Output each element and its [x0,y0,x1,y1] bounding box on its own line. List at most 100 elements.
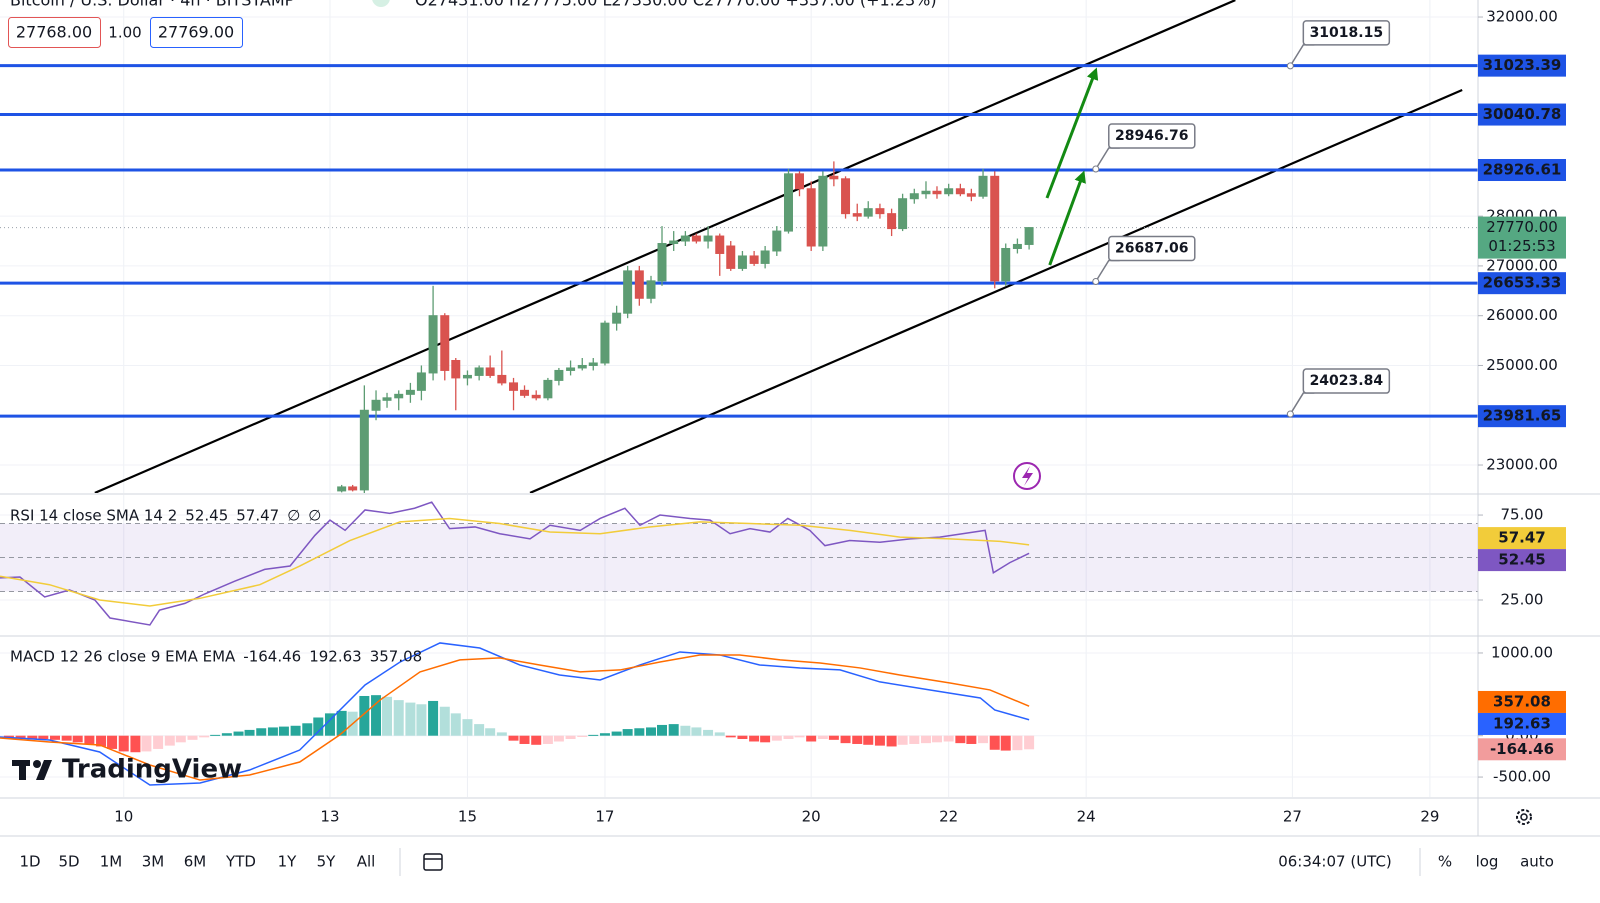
candle-body [841,178,851,215]
price-label: 192.63 [1493,714,1551,732]
price-label: 31023.39 [1483,56,1562,74]
option-button[interactable]: log [1476,853,1499,871]
histogram-bar [863,735,874,745]
range-button[interactable]: 6M [184,853,207,871]
price-label: 28926.61 [1483,161,1562,179]
histogram-bar [1024,735,1035,750]
callout-label: 24023.84 [1310,373,1384,389]
gear-center [1520,813,1528,821]
histogram-bar [783,735,794,740]
price-label: 30040.78 [1483,105,1562,123]
histogram-bar [428,700,439,736]
candle-body [691,235,701,242]
candle-body [451,359,461,379]
candle-body [577,364,587,369]
range-button[interactable]: YTD [225,853,256,871]
candle-body [1012,243,1022,249]
range-button[interactable]: 5Y [317,853,337,871]
spread: 1.00 [108,24,141,42]
candle-body [680,235,690,242]
candle-body [543,379,553,399]
histogram-bar [382,696,393,736]
price-label: 26653.33 [1483,274,1562,292]
candle-body [520,389,530,396]
histogram-bar [634,728,645,736]
range-button[interactable]: All [357,853,376,871]
histogram-bar [96,735,107,747]
histogram-bar [565,735,576,740]
candle-body [485,367,495,376]
range-button[interactable]: 1D [19,853,40,871]
channel-line [529,88,1463,493]
histogram-bar [450,713,461,736]
histogram-bar [909,735,920,744]
range-button[interactable]: 5D [58,853,79,871]
candle-body [852,213,862,217]
status-dot [372,0,390,7]
histogram-bar [496,732,507,736]
arrow [1048,170,1086,266]
range-button[interactable]: 1Y [278,853,298,871]
candle-body [554,369,564,381]
candle-body [955,188,965,195]
ohlc: O27431.00 H27775.00 L27330.00 C27770.00 … [415,0,937,10]
candle-body [783,173,793,232]
histogram-bar [771,735,782,741]
buy-price[interactable]: 27769.00 [158,23,234,42]
gear-icon[interactable] [1516,809,1532,825]
price-label: 57.47 [1498,529,1545,547]
candle-body [416,372,426,391]
indicator-title: RSI 14 close SMA 14 2 [10,507,177,525]
indicator-line [0,501,1030,626]
legend-value: 52.45 [185,507,228,525]
last-price-box [1478,216,1566,259]
sell-price[interactable]: 27768.00 [16,23,92,42]
buy-button[interactable] [150,17,243,48]
histogram-bar [714,732,725,736]
histogram-bar [1000,735,1011,751]
histogram-bar [931,735,942,743]
x-tick-label: 29 [1420,808,1439,826]
price-label-box [1478,738,1566,761]
histogram-bar [966,735,977,744]
histogram-bar [199,735,210,738]
gear[interactable] [1516,809,1532,825]
calendar-icon[interactable] [423,853,443,871]
y-tick-label: 1000.00 [1491,643,1553,661]
candle-body [737,255,747,269]
option-button[interactable]: % [1438,853,1452,871]
range-button[interactable]: 3M [142,853,165,871]
histogram-bar [130,735,141,753]
histogram-bar [256,728,267,736]
calendar[interactable] [423,853,443,871]
candle-body [509,382,519,391]
histogram-bar [38,735,49,740]
histogram-bar [553,735,564,742]
legend-value: ∅ [287,507,300,525]
histogram-bar [485,728,496,736]
x-tick-label: 20 [802,808,821,826]
overlay: Bitcoin / U.S. Dollar · 4h · BITSTAMP O2… [8,0,1532,825]
sell-button[interactable] [8,17,101,48]
candle-body [749,255,759,264]
candle-body [646,280,656,299]
option-button[interactable]: auto [1520,853,1554,871]
histogram-bar [989,735,1000,750]
legend-value: -164.46 [243,648,301,666]
histogram-bar [175,735,186,743]
callout-box [1302,20,1391,46]
price-label-box [1478,272,1566,295]
histogram-bar [828,735,839,740]
indicator-line [0,517,1030,607]
range-button[interactable]: 1M [100,853,123,871]
price-label-box [1478,405,1566,428]
candle-body [806,188,816,247]
histogram-bar [943,735,954,742]
histogram-bar [439,706,450,736]
histogram-bar [703,729,714,736]
indicator-line [0,642,1030,786]
clock[interactable]: 06:34:07 (UTC) [1278,853,1392,871]
y-tick-label: 75.00 [1501,506,1544,524]
candle-body [531,394,541,399]
